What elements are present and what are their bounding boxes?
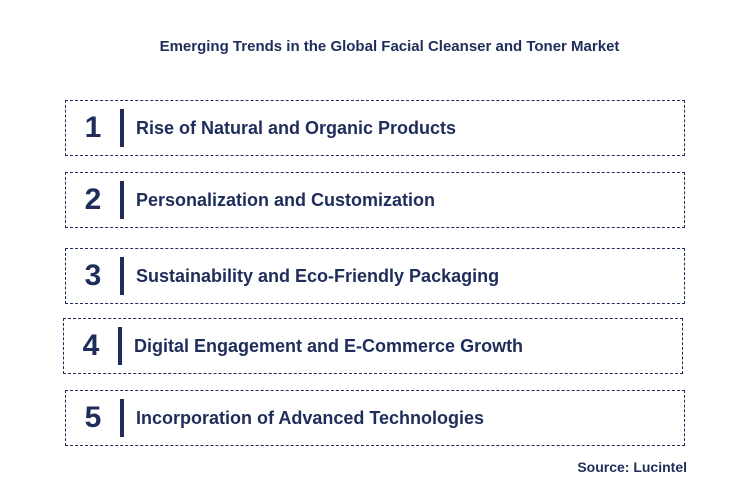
trend-box-1: 1 Rise of Natural and Organic Products: [65, 100, 685, 156]
trend-number: 2: [84, 183, 102, 216]
trend-box-5: 5 Incorporation of Advanced Technologies: [65, 390, 685, 446]
trend-box-3: 3 Sustainability and Eco-Friendly Packag…: [65, 248, 685, 304]
diagram-title: Emerging Trends in the Global Facial Cle…: [159, 38, 620, 55]
trend-divider: [120, 399, 124, 437]
trend-divider: [118, 327, 122, 365]
trend-box-2: 2 Personalization and Customization: [65, 172, 685, 228]
trend-number: 1: [84, 111, 102, 144]
trend-divider: [120, 257, 124, 295]
trend-box-4: 4 Digital Engagement and E-Commerce Grow…: [63, 318, 683, 374]
source-note: Source: Lucintel: [577, 459, 687, 475]
trend-divider: [120, 181, 124, 219]
trend-number: 3: [84, 259, 102, 292]
trend-label: Digital Engagement and E-Commerce Growth: [134, 335, 524, 356]
trend-number: 4: [82, 329, 100, 362]
trend-label: Incorporation of Advanced Technologies: [136, 407, 485, 428]
trend-divider: [120, 109, 124, 147]
trend-label: Sustainability and Eco-Friendly Packagin…: [136, 265, 500, 286]
trend-label: Rise of Natural and Organic Products: [136, 117, 457, 138]
trend-label: Personalization and Customization: [136, 189, 436, 210]
trend-number: 5: [84, 401, 102, 434]
